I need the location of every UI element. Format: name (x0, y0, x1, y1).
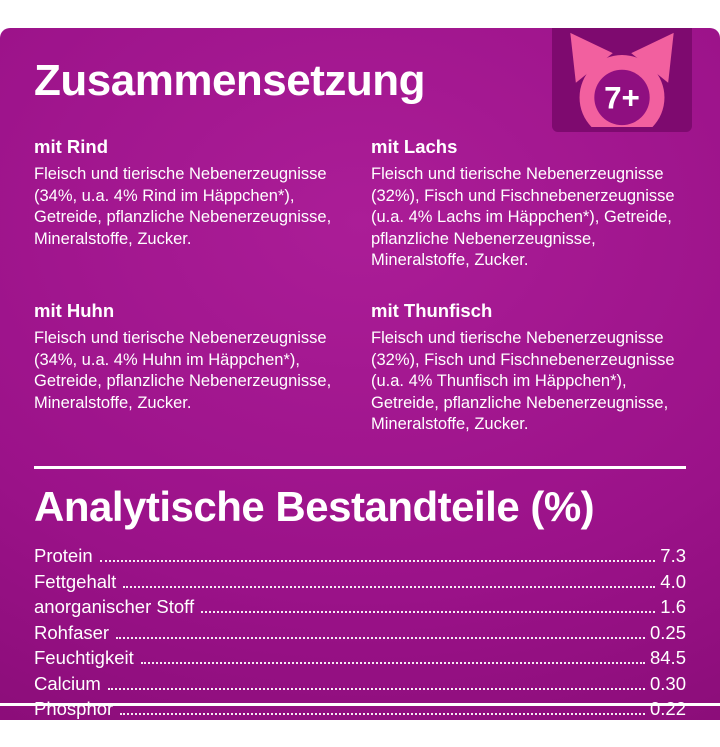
variant-name-label: mit Huhn (34, 300, 115, 322)
variant-name-label: mit Thunfisch (371, 300, 493, 322)
variant-ingredients-text: Fleisch und tierische Nebenerzeugnisse (… (371, 329, 675, 434)
nutrient-value: 7.3 (660, 545, 686, 567)
variant-ingredients-text: Fleisch und tierische Nebenerzeugnisse (… (34, 329, 332, 412)
variant-name-label: mit Rind (34, 136, 108, 157)
footnote: *Häppchen machen 40% des Produkts aus. (387, 730, 684, 747)
nutrient-value: 4.0 (660, 570, 686, 592)
dotted-leader (99, 560, 656, 563)
table-row: Protein 7.3 (34, 543, 686, 569)
age-badge: 7+ (552, 28, 692, 132)
variant-rind: mit Rind Fleisch und tierische Nebenerze… (34, 136, 349, 272)
dotted-leader (107, 687, 645, 690)
variant-ingredients-text: Fleisch und tierische Nebenerzeugnisse (… (34, 165, 332, 248)
cat-right-ear (631, 32, 674, 83)
analysis-table: Protein 7.3 Fettgehalt 4.0 anorganischer… (34, 543, 686, 722)
table-row: Phosphor 0.22 (34, 696, 686, 722)
variant-lachs: mit Lachs Fleisch und tierische Nebenerz… (371, 136, 686, 272)
nutrient-label: Phosphor (34, 698, 114, 720)
variant-ingredients-text: Fleisch und tierische Nebenerzeugnisse (… (371, 165, 675, 270)
analysis-heading: Analytische Bestandteile (%) (34, 483, 595, 531)
badge-age-label: 7+ (604, 81, 640, 116)
dotted-leader (123, 585, 656, 588)
cat-left-ear (570, 32, 613, 83)
composition-heading: Zusammensetzung (34, 56, 426, 105)
cat-head-icon: 7+ (570, 32, 674, 127)
dotted-leader (201, 611, 656, 614)
nutrient-label: Feuchtigkeit (34, 647, 134, 669)
composition-variants: mit Rind Fleisch und tierische Nebenerze… (34, 136, 686, 436)
table-row: Feuchtigkeit 84.5 (34, 645, 686, 671)
pack-background: 7+ Zusammensetzung mit Rind Fleisch und … (0, 28, 720, 747)
nutrient-value: 84.5 (649, 647, 686, 669)
nutrient-value: 1.6 (660, 596, 686, 618)
variant-thunfisch: mit Thunfisch Fleisch und tierische Nebe… (371, 300, 686, 436)
table-row: Calcium 0.30 (34, 671, 686, 697)
bottom-divider (0, 703, 720, 706)
nutrient-value: 0.22 (649, 698, 686, 720)
dotted-leader (140, 662, 645, 665)
nutrient-label: anorganischer Stoff (34, 596, 195, 618)
variant-huhn: mit Huhn Fleisch und tierische Nebenerze… (34, 300, 349, 436)
nutrient-label: Fettgehalt (34, 570, 117, 592)
badge-circle (594, 69, 650, 126)
table-row: Fettgehalt 4.0 (34, 569, 686, 595)
table-row: Rohfaser 0.25 (34, 620, 686, 646)
nutrient-label: Rohfaser (34, 621, 110, 643)
dotted-leader (120, 713, 645, 716)
section-divider (34, 466, 686, 470)
variant-name-label: mit Lachs (371, 136, 458, 157)
nutrient-value: 0.25 (649, 621, 686, 643)
dotted-leader (116, 636, 645, 639)
table-row: anorganischer Stoff 1.6 (34, 594, 686, 620)
nutrient-label: Protein (34, 545, 93, 567)
nutrient-label: Calcium (34, 672, 101, 694)
nutrient-value: 0.30 (649, 672, 686, 694)
